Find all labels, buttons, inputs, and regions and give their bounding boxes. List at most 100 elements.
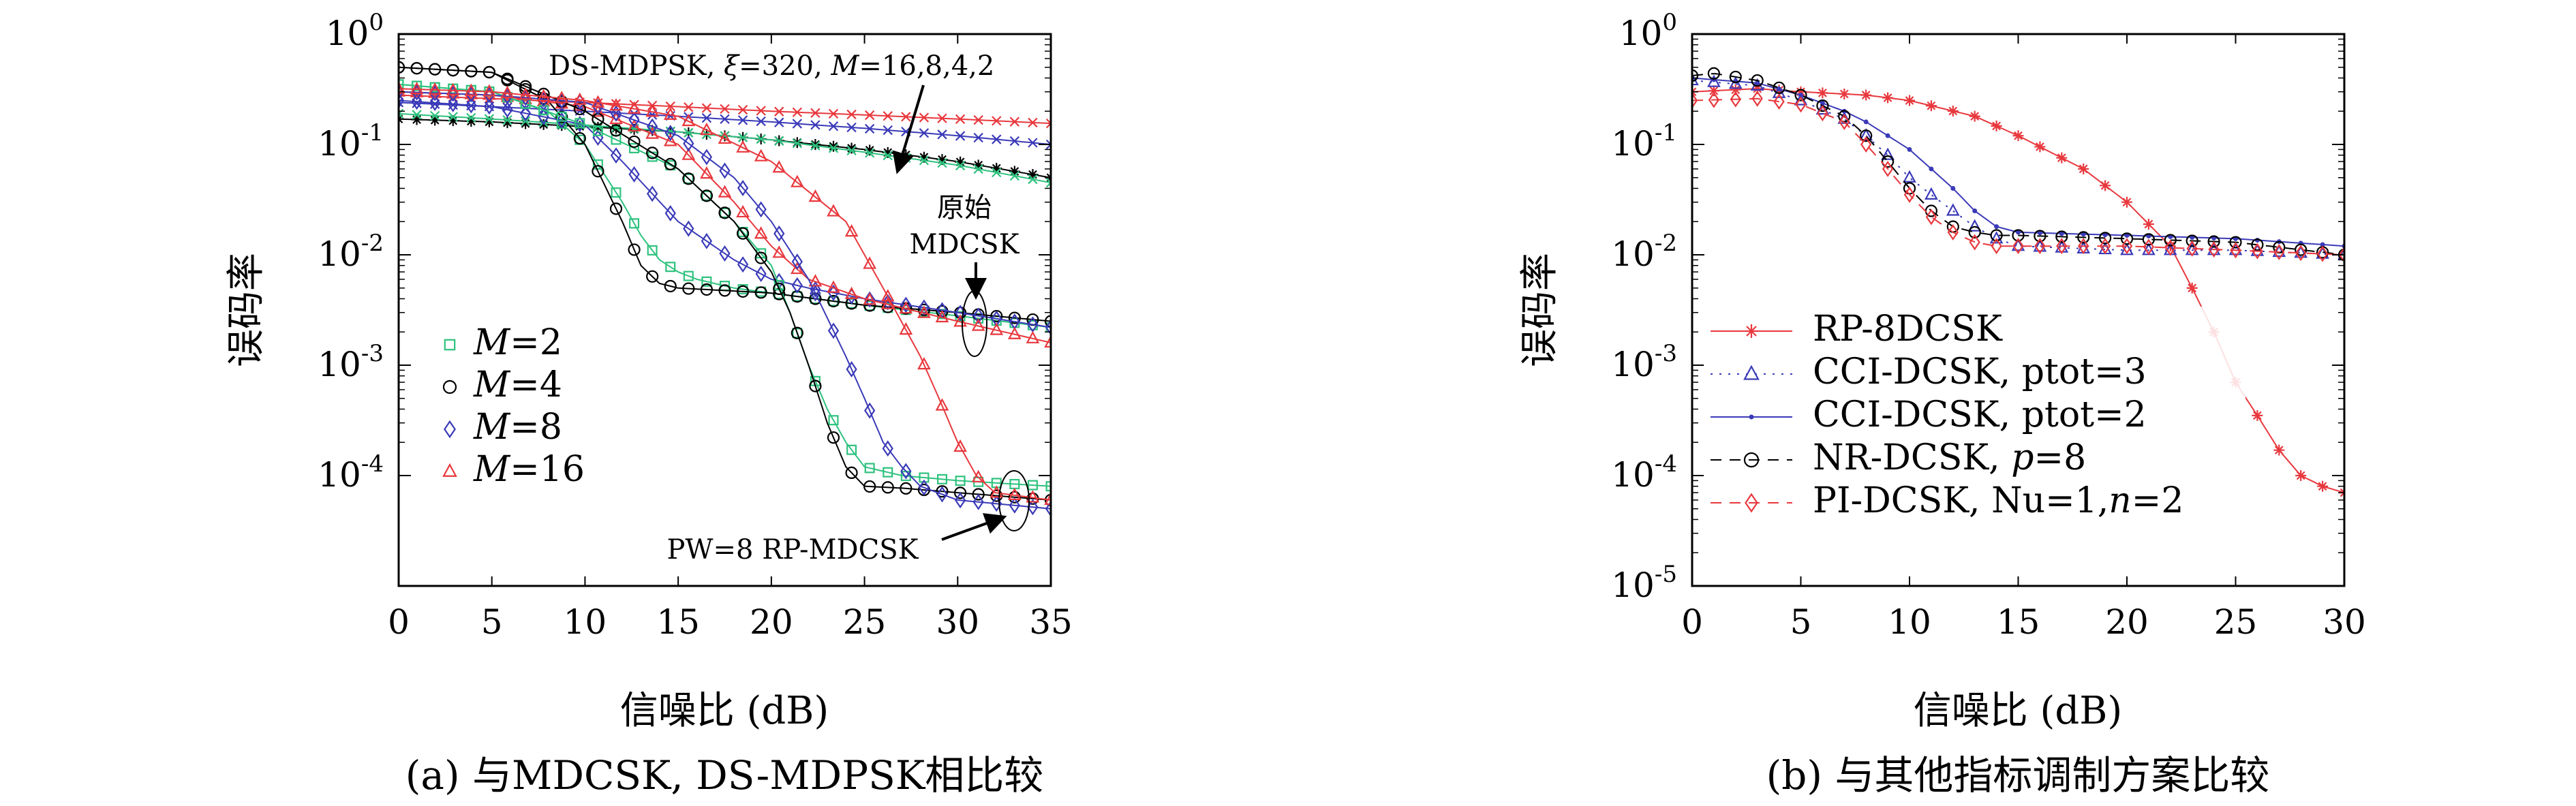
data-point [756, 116, 766, 127]
y-tick-label: 10-3 [318, 340, 384, 384]
data-point [2011, 238, 2025, 251]
data-point [937, 129, 947, 140]
data-point [1008, 311, 1021, 324]
data-point [411, 114, 423, 125]
data-point [1838, 110, 1851, 123]
data-point [1972, 208, 1978, 214]
data-point [2186, 234, 2198, 247]
series-line [399, 88, 1051, 501]
data-point [1903, 186, 1916, 203]
data-point [827, 284, 840, 301]
series-pi-dcsk-nu-1-n-2 [1692, 90, 2344, 263]
data-point [919, 128, 930, 138]
x-tick-label: 0 [388, 602, 410, 642]
data-point [2055, 230, 2068, 243]
data-point [2186, 282, 2198, 294]
x-tick-label: 15 [1997, 602, 2040, 642]
x-tick-label: 0 [1681, 602, 1703, 642]
data-point [1707, 74, 1721, 87]
data-point [682, 282, 695, 295]
y-tick-label: 10-4 [318, 450, 384, 495]
legend-item: M=2 [444, 322, 562, 363]
data-point [737, 115, 748, 125]
data-point [719, 162, 731, 179]
legend-item: CCI-DCSK, ptot=2 [1711, 394, 2147, 435]
y-tick-label: 10-1 [1611, 119, 1677, 164]
data-point [683, 220, 694, 237]
data-point [863, 292, 877, 305]
data-point [1009, 166, 1020, 177]
data-point [883, 467, 893, 478]
data-point [2295, 245, 2307, 262]
data-point [1991, 238, 2002, 255]
data-point [791, 277, 803, 294]
annotation-ds-mdpsk: DS-MDPSK, ξ=320, M=16,8,4,2 [549, 50, 994, 82]
data-point [1045, 500, 1051, 517]
data-point [1991, 120, 2002, 131]
data-point [628, 166, 640, 183]
data-point [792, 328, 803, 339]
data-point [918, 479, 930, 496]
data-point [864, 291, 876, 308]
legend-marker [1743, 452, 1760, 468]
legend-post: =2 [2132, 480, 2184, 521]
data-point [412, 80, 423, 91]
data-point [828, 415, 839, 426]
series-line [1692, 73, 2344, 255]
x-tick-label: 5 [481, 602, 503, 642]
legend-var: M [473, 365, 511, 405]
data-point [683, 135, 694, 152]
data-point [1950, 185, 1956, 191]
data-point [1707, 67, 1720, 80]
annotation-ds-a: DS-MDPSK, [549, 50, 724, 82]
data-point [2100, 180, 2111, 191]
y-tick-exponent: -2 [361, 230, 384, 257]
data-point [1708, 85, 1719, 97]
x-tick-label: 10 [564, 602, 607, 642]
data-point [863, 256, 877, 269]
legend-item: M=8 [444, 407, 562, 448]
data-point [502, 117, 513, 129]
data-point [2034, 141, 2046, 153]
data-point [483, 98, 495, 115]
data-point [1794, 89, 1807, 102]
data-point [1817, 105, 1828, 122]
data-point [700, 189, 714, 202]
y-tick-exponent: -1 [1655, 119, 1677, 146]
data-point [1729, 70, 1742, 84]
data-point [2164, 239, 2176, 256]
data-point [647, 185, 658, 202]
data-point [647, 118, 658, 135]
data-point [700, 166, 714, 179]
data-point [610, 105, 622, 122]
data-point [2078, 238, 2089, 255]
data-point [1882, 155, 1895, 168]
data-point [918, 151, 930, 163]
data-point [1027, 499, 1039, 516]
data-point [846, 361, 857, 377]
y-tick-base: 10 [326, 14, 369, 53]
data-point [827, 280, 840, 293]
data-point [410, 84, 424, 97]
data-point [2143, 238, 2155, 255]
data-point [446, 82, 460, 95]
data-point [846, 142, 857, 154]
annotation-pw-rp-mdcsk: PW=8 RP-MDCSK [667, 534, 919, 565]
data-point [2120, 232, 2134, 245]
data-point [410, 62, 423, 75]
data-point [1044, 315, 1051, 328]
data-point [664, 125, 676, 142]
data-point [1969, 110, 1980, 122]
data-point [1947, 105, 1959, 117]
data-point [628, 112, 640, 129]
data-point [2295, 470, 2307, 481]
data-point [701, 103, 712, 113]
data-point [681, 147, 696, 160]
data-point [609, 111, 623, 125]
data-point [682, 172, 695, 185]
data-point [609, 202, 623, 215]
series-ds-mdpsk-m-8 [399, 97, 1051, 150]
data-point [465, 65, 478, 78]
data-point [953, 314, 967, 327]
data-point [827, 204, 840, 217]
